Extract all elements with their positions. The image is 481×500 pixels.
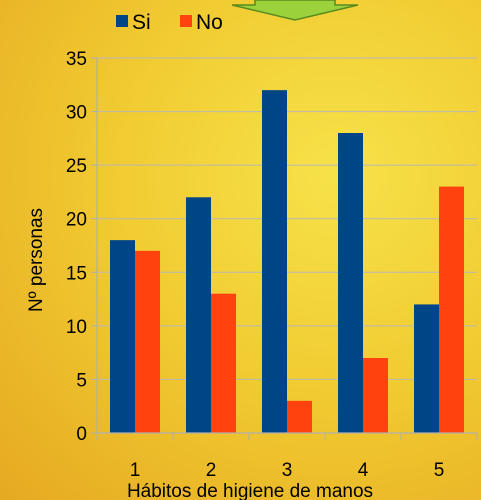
bar-si-4 (338, 133, 363, 433)
y-tick-label: 5 (76, 370, 87, 391)
y-tick-label: 20 (66, 210, 87, 231)
x-tick-label: 3 (282, 460, 293, 481)
x-tick-label: 2 (206, 460, 217, 481)
y-tick-label: 0 (76, 424, 87, 445)
y-tick-label: 10 (66, 317, 87, 338)
legend-label-no: No (196, 11, 223, 34)
legend-swatch-no (180, 15, 192, 27)
bar-no-4 (363, 358, 388, 433)
x-tick-label: 4 (358, 460, 369, 481)
bars (110, 90, 464, 434)
bar-si-2 (186, 197, 211, 433)
bar-no-5 (439, 186, 464, 433)
y-tick-label: 30 (66, 103, 87, 124)
y-axis-title: Nº personas (26, 208, 47, 312)
x-tick-label: 1 (130, 460, 141, 481)
decor-layer (231, 0, 359, 21)
y-tick-label: 15 (66, 263, 87, 284)
bar-no-3 (287, 400, 312, 433)
y-tick-label: 25 (66, 156, 87, 177)
bar-si-1 (110, 240, 135, 433)
legend-swatch-si (116, 15, 128, 27)
legend: Si No (116, 11, 223, 34)
x-axis-title: Hábitos de higiene de manos (127, 481, 373, 500)
arrow-shape (231, 0, 359, 21)
axes: 0 5 10 15 20 25 30 35 1 2 3 4 5 (66, 49, 478, 481)
bar-no-1 (135, 250, 160, 433)
y-tick-label: 35 (66, 49, 87, 70)
x-tick-label: 5 (434, 460, 445, 481)
legend-label-si: Si (132, 11, 151, 34)
bar-si-3 (262, 90, 287, 434)
bar-si-5 (414, 304, 439, 433)
bar-no-2 (211, 293, 236, 433)
